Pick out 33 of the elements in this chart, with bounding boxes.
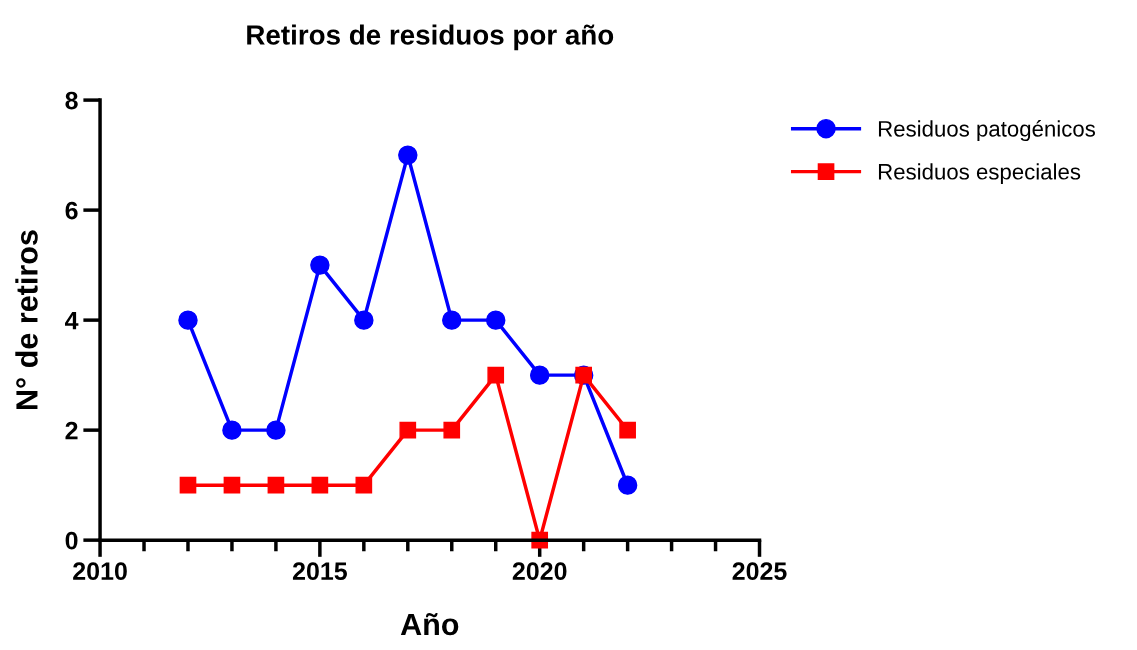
point	[442, 310, 462, 330]
y-tick-label: 0	[65, 531, 78, 550]
x-tick-label: 2020	[512, 562, 567, 581]
point	[311, 476, 329, 494]
legend-label: Residuos patogénicos	[878, 120, 1096, 142]
point	[355, 476, 373, 494]
point	[443, 421, 461, 439]
point	[310, 255, 330, 275]
point	[222, 420, 242, 440]
point	[267, 476, 285, 494]
point	[617, 475, 638, 495]
point	[619, 421, 636, 439]
y-tick-label: 2	[65, 421, 78, 440]
point	[354, 310, 374, 330]
y-tick-label: 4	[65, 311, 79, 330]
point	[529, 365, 550, 385]
point	[487, 366, 505, 384]
x-tick-label: 2010	[73, 562, 127, 581]
y-tick-label: 8	[65, 91, 78, 110]
point	[486, 310, 506, 330]
x-axis-title: Año	[400, 612, 459, 636]
point	[223, 476, 241, 494]
y-tick-label: 6	[65, 201, 78, 220]
point	[398, 145, 418, 165]
chart-title: Retiros de residuos por año	[247, 24, 614, 51]
point	[399, 421, 417, 439]
point	[178, 310, 198, 330]
x-tick-label: 2025	[732, 562, 787, 581]
legend-label: Residuos especiales	[878, 163, 1081, 185]
y-axis-title: N° de retiros	[15, 230, 38, 410]
point	[179, 476, 197, 494]
point	[266, 420, 286, 440]
x-tick-label: 2015	[292, 562, 347, 581]
